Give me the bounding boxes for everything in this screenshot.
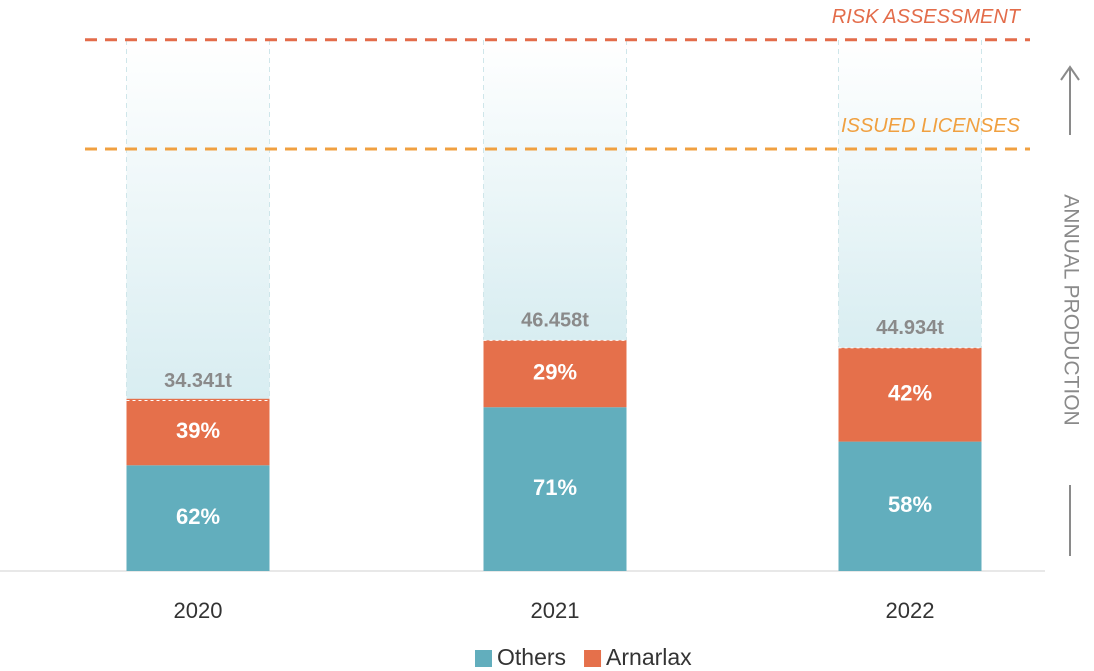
legend-swatch xyxy=(475,650,492,667)
x-tick-label: 2022 xyxy=(886,598,935,623)
axis-arrow-head xyxy=(1060,65,1080,81)
segment-label: 39% xyxy=(176,418,220,443)
total-label: 46.458t xyxy=(521,310,589,332)
column-background xyxy=(126,40,270,401)
legend-label: Arnarlax xyxy=(606,644,692,670)
reference-label: RISK ASSESSMENT xyxy=(832,6,1022,28)
segment-label: 42% xyxy=(888,381,932,406)
bar-segment xyxy=(483,407,627,571)
bar-segment xyxy=(838,347,982,442)
column-background xyxy=(838,40,982,348)
y-axis-label: ANNUAL PRODUCTION xyxy=(1059,194,1082,425)
segment-label: 71% xyxy=(533,475,577,500)
legend-item: Others xyxy=(475,644,566,670)
bar-segment xyxy=(126,465,270,571)
total-label: 44.934t xyxy=(876,317,944,339)
legend-item: Arnarlax xyxy=(584,644,692,670)
segment-label: 29% xyxy=(533,360,577,385)
reference-label: ISSUED LICENSES xyxy=(841,115,1021,137)
bar-segment xyxy=(838,441,982,571)
x-tick-label: 2020 xyxy=(174,598,223,623)
segment-label: 62% xyxy=(176,504,220,529)
x-tick-label: 2021 xyxy=(531,598,580,623)
total-label: 34.341t xyxy=(164,370,232,392)
bar-segment xyxy=(483,340,627,408)
column-background xyxy=(483,40,627,341)
legend-swatch xyxy=(584,650,602,667)
bar-segment xyxy=(126,398,270,466)
segment-label: 58% xyxy=(888,492,932,517)
legend-label: Others xyxy=(497,644,566,670)
